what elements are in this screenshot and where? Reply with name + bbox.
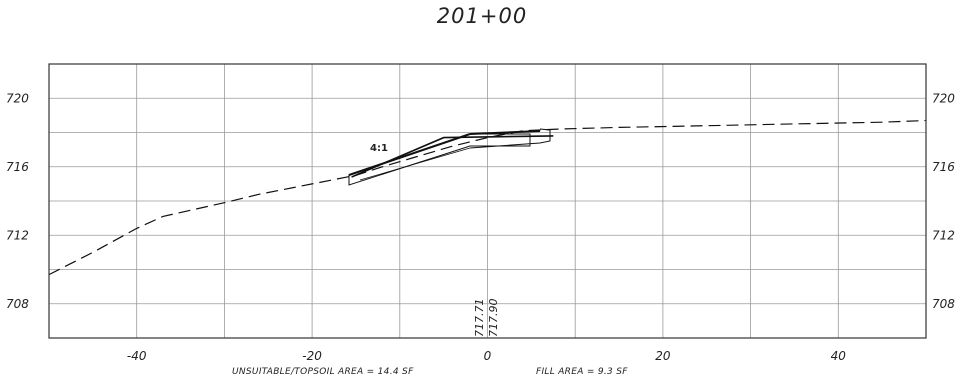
- y-tick-label-left: 708: [6, 297, 29, 311]
- top-line: [469, 130, 541, 135]
- y-tick-label-left: 716: [6, 160, 29, 174]
- elevation-label-proposed: 717.90: [487, 299, 500, 338]
- elevation-label-existing: 717.71: [473, 299, 486, 338]
- y-tick-label-left: 712: [6, 228, 29, 242]
- x-tick-label: 40: [831, 349, 847, 363]
- section-template: [348, 128, 551, 186]
- slope-4-1-line: [348, 133, 471, 176]
- fill-area-note: FILL AREA = 9.3 SF: [536, 367, 628, 377]
- grid: [49, 64, 926, 338]
- x-tick-label: 0: [484, 349, 492, 363]
- x-axis: -40 -20 0 20 40: [127, 349, 846, 363]
- topsoil-strip: [348, 133, 531, 186]
- y-tick-label-right: 720: [932, 91, 955, 105]
- x-tick-label: -40: [127, 349, 147, 363]
- fill-outline: [469, 128, 551, 149]
- y-tick-label-right: 716: [932, 160, 955, 174]
- existing-ground-line: [48, 119, 927, 276]
- slope-label: 4:1: [370, 143, 388, 154]
- y-axis-right: 720 716 712 708: [932, 91, 955, 311]
- x-tick-label: -20: [302, 349, 322, 363]
- y-axis-left: 720 716 712 708: [6, 91, 29, 311]
- section-title: 201+00: [436, 4, 528, 28]
- y-tick-label-right: 712: [932, 228, 955, 242]
- y-tick-label-left: 720: [6, 91, 29, 105]
- y-tick-label-right: 708: [932, 297, 955, 311]
- x-tick-label: 20: [655, 349, 671, 363]
- unsuitable-area-note: UNSUITABLE/TOPSOIL AREA = 14.4 SF: [232, 367, 414, 377]
- fill-hatch-1: [359, 147, 471, 181]
- plot-frame: [48, 63, 927, 339]
